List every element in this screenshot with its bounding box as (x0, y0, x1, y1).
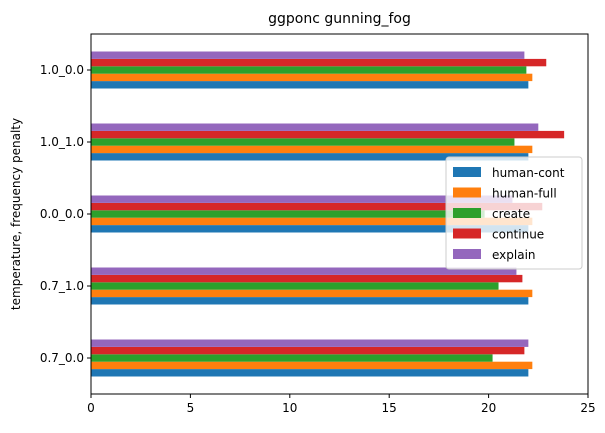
bar-human-cont-0.7_1.0 (91, 297, 529, 305)
x-tick-label: 15 (382, 401, 397, 415)
bar-human-full-0.0_0.0 (91, 217, 533, 226)
legend-swatch-create (453, 208, 481, 218)
bar-continue-0.7_0.0 (91, 346, 525, 355)
x-tick-label: 25 (580, 401, 595, 415)
x-ticks: 0 5 10 15 20 25 (87, 394, 596, 415)
legend-box (445, 156, 583, 270)
x-tick-label: 10 (282, 401, 297, 415)
y-ticks: 0.7_0.0 0.7_1.0 0.0_0.0 1.0_1.0 1.0_0.0 (40, 63, 91, 365)
bar-create-1.0_0.0 (91, 66, 527, 74)
legend-swatch-continue (453, 228, 481, 239)
y-tick-label: 0.7_0.0 (40, 351, 84, 365)
legend-label-create: create (492, 207, 530, 221)
legend-label-human-full: human-full (492, 187, 557, 201)
bar-human-full-1.0_1.0 (91, 145, 533, 154)
bar-explain-0.0_0.0 (91, 195, 513, 203)
bar-human-full-0.7_1.0 (91, 289, 533, 298)
legend-label-human-cont: human-cont (492, 166, 565, 180)
bar-explain-1.0_0.0 (91, 51, 525, 59)
bar-create-0.7_1.0 (91, 282, 499, 290)
y-tick-label: 0.7_1.0 (40, 279, 84, 293)
bar-create-0.7_0.0 (91, 354, 493, 362)
bar-explain-1.0_1.0 (91, 123, 539, 131)
chart-title: ggponc gunning_fog (268, 11, 411, 27)
bar-create-0.0_0.0 (91, 210, 485, 218)
bar-human-full-0.7_0.0 (91, 361, 533, 370)
bar-human-full-1.0_0.0 (91, 73, 533, 82)
bar-continue-0.0_0.0 (91, 202, 543, 211)
y-tick-label: 0.0_0.0 (40, 207, 84, 221)
bar-human-cont-1.0_1.0 (91, 153, 529, 161)
y-axis-label: temperature, frequency penalty (9, 118, 23, 310)
x-tick-label: 20 (481, 401, 496, 415)
y-tick-label: 1.0_0.0 (40, 63, 84, 77)
bar-create-1.0_1.0 (91, 138, 515, 146)
bar-human-cont-0.0_0.0 (91, 225, 529, 233)
legend-swatch-human-cont (453, 167, 481, 177)
bar-human-cont-1.0_0.0 (91, 81, 529, 89)
x-tick-label: 0 (87, 401, 95, 415)
legend-label-explain: explain (492, 248, 536, 262)
bar-continue-1.0_0.0 (91, 58, 547, 67)
legend-label-continue: continue (492, 228, 544, 242)
bar-continue-1.0_1.0 (91, 130, 565, 139)
bars-group (91, 51, 565, 377)
x-tick-label: 5 (187, 401, 195, 415)
y-tick-label: 1.0_1.0 (40, 135, 84, 149)
bar-human-cont-0.7_0.0 (91, 369, 529, 377)
bar-explain-0.7_0.0 (91, 339, 529, 347)
bar-continue-0.7_1.0 (91, 274, 523, 283)
legend-swatch-explain (453, 249, 481, 259)
bar-explain-0.7_1.0 (91, 267, 517, 275)
legend: human-cont human-full create continue explai… (445, 156, 583, 270)
legend-swatch-human-full (453, 187, 481, 198)
